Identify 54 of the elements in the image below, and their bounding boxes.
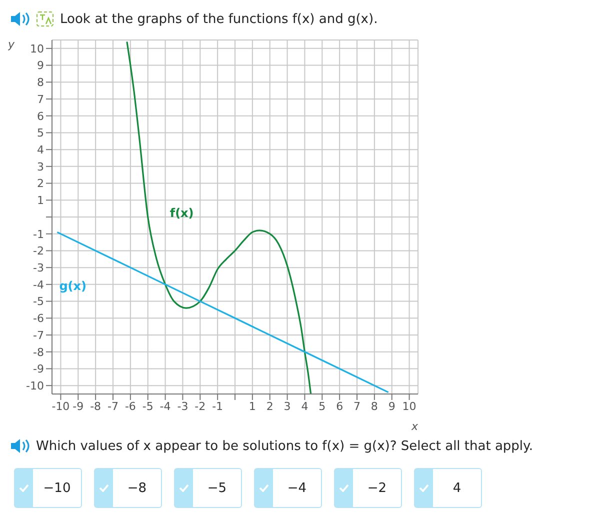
y-tick-label: 10 bbox=[30, 42, 44, 56]
y-tick-label: -6 bbox=[33, 312, 44, 326]
y-tick-label: 8 bbox=[37, 76, 44, 90]
text: −5 bbox=[206, 480, 228, 498]
y-tick-label: 1 bbox=[37, 194, 44, 208]
y-tick-label: -9 bbox=[33, 362, 44, 376]
line-series bbox=[126, 40, 312, 394]
y-tick-label: 7 bbox=[37, 92, 44, 106]
x-tick-label: 7 bbox=[354, 400, 360, 413]
y-tick-label: -2 bbox=[33, 244, 44, 258]
x-tick-label: -1 bbox=[212, 400, 224, 413]
y-tick-label: 4 bbox=[37, 143, 44, 156]
x-tick-label: -2 bbox=[194, 400, 206, 413]
y-tick-label: -5 bbox=[33, 295, 44, 308]
series-label: f(x) bbox=[170, 206, 194, 220]
y-tick-label: -1 bbox=[33, 228, 44, 241]
y-tick-label: -10 bbox=[26, 379, 44, 392]
x-tick-label: 10 bbox=[402, 400, 416, 413]
x-tick-label: 1 bbox=[248, 400, 256, 413]
chart-title: Look at the graphs of the functions f(x) and g(x). bbox=[60, 12, 378, 26]
y-tick-label: -3 bbox=[33, 261, 44, 274]
text: −10 bbox=[42, 480, 72, 498]
y-tick-label: -8 bbox=[33, 346, 44, 359]
x-tick-label: 2 bbox=[266, 400, 274, 413]
text: Which values of x appear to be solutions to f(x) = g(x)? Select all that apply. bbox=[36, 438, 534, 454]
y-tick-label: 9 bbox=[37, 59, 44, 72]
x-tick-label: -4 bbox=[160, 400, 171, 413]
x-tick-label: -10 bbox=[52, 400, 70, 413]
y-tick-label: -4 bbox=[33, 278, 44, 292]
x-tick-label: 3 bbox=[284, 400, 291, 413]
text: 4 bbox=[452, 480, 462, 498]
x-tick-label: -5 bbox=[142, 400, 154, 413]
y-tick-label: 3 bbox=[37, 160, 44, 174]
line-series bbox=[56, 231, 390, 394]
x-tick-label: -8 bbox=[90, 400, 102, 413]
text: −8 bbox=[126, 480, 148, 498]
y-tick-label: 2 bbox=[37, 177, 44, 190]
x-tick-label: 9 bbox=[388, 400, 396, 413]
x-tick-label: 8 bbox=[370, 400, 378, 413]
x-tick-label: 4 bbox=[301, 400, 308, 413]
x-tick-label: -7 bbox=[108, 400, 118, 413]
x-tick-label: -6 bbox=[124, 400, 136, 413]
x-tick-label: -3 bbox=[177, 400, 188, 413]
y-tick-label: 6 bbox=[37, 110, 44, 123]
x-tick-label: 6 bbox=[336, 400, 344, 413]
x-axis-title: x bbox=[410, 420, 418, 433]
y-axis-title: y bbox=[7, 38, 15, 51]
y-tick-label: 5 bbox=[37, 126, 44, 140]
text: −4 bbox=[286, 480, 308, 498]
x-tick-label: -9 bbox=[72, 400, 84, 413]
x-tick-label: 5 bbox=[318, 400, 326, 413]
y-tick-label: -7 bbox=[33, 328, 44, 342]
text: −2 bbox=[366, 480, 388, 498]
text: g(x) bbox=[59, 279, 87, 294]
